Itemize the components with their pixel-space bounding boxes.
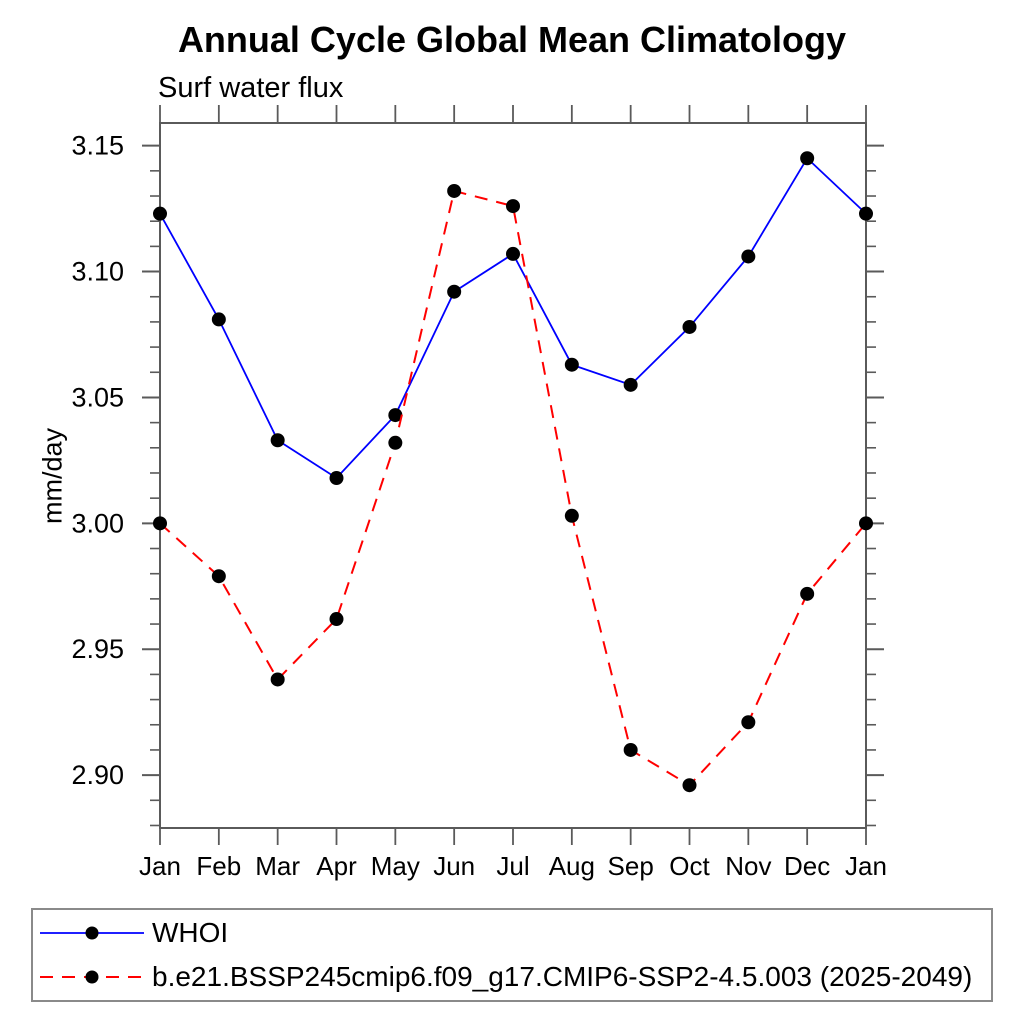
x-tick-label: Feb — [196, 851, 241, 881]
x-tick-label: Jan — [139, 851, 181, 881]
y-tick-label: 3.00 — [71, 508, 124, 538]
data-point — [329, 471, 344, 486]
legend: WHOI b.e21.BSSP245cmip6.f09_g17.CMIP6-SS… — [31, 908, 993, 1002]
data-point — [270, 433, 285, 448]
x-tick-label: May — [371, 851, 420, 881]
data-point — [506, 246, 520, 261]
y-tick-label: 2.90 — [71, 760, 124, 790]
x-tick-label: Dec — [784, 851, 830, 881]
x-tick-label: Sep — [608, 851, 654, 881]
legend-item-whoi: WHOI — [33, 911, 991, 955]
series-line-1 — [159, 189, 867, 787]
x-tick-label: Nov — [725, 851, 771, 881]
axes: 2.90 2.95 3.00 3.05 3.10 3.15 Jan Feb Mar Apr May J… — [71, 105, 887, 881]
data-point — [741, 249, 756, 264]
y-tick-label: 3.15 — [71, 131, 124, 161]
data-point — [329, 612, 344, 627]
data-point — [682, 319, 697, 334]
legend-line-solid-icon — [40, 926, 144, 940]
data-point — [859, 206, 873, 221]
data-point — [623, 742, 638, 757]
series-markers-1 — [153, 183, 873, 793]
x-tick-label: Jun — [433, 851, 475, 881]
y-tick-label: 3.10 — [71, 257, 124, 287]
data-point — [564, 508, 579, 523]
legend-item-model: b.e21.BSSP245cmip6.f09_g17.CMIP6-SSP2-4.… — [33, 955, 991, 999]
data-point — [153, 206, 167, 221]
series-markers-0 — [153, 151, 873, 486]
data-point — [388, 408, 403, 423]
data-point — [211, 569, 226, 584]
data-point — [153, 516, 167, 531]
data-point — [447, 183, 462, 198]
data-point — [800, 586, 815, 601]
data-point — [388, 435, 403, 450]
data-point — [859, 516, 873, 531]
data-point — [506, 199, 520, 214]
data-point — [800, 151, 815, 166]
x-tick-label: Apr — [316, 851, 357, 881]
x-tick-label: Oct — [669, 851, 710, 881]
plot-area: 2.90 2.95 3.00 3.05 3.10 3.15 Jan Feb Mar Apr May J… — [71, 105, 887, 881]
data-point — [682, 778, 697, 793]
legend-label-model: b.e21.BSSP245cmip6.f09_g17.CMIP6-SSP2-4.… — [152, 961, 973, 992]
data-point — [211, 312, 226, 327]
data-point — [623, 377, 638, 392]
y-tick-label: 2.95 — [71, 634, 124, 664]
x-tick-label: Aug — [549, 851, 595, 881]
y-tick-label: 3.05 — [71, 382, 124, 412]
legend-line-dashed-icon — [40, 970, 144, 984]
chart-title: Annual Cycle Global Mean Climatology — [177, 19, 847, 60]
x-tick-label: Jul — [496, 851, 529, 881]
data-point — [447, 284, 462, 299]
data-point — [564, 357, 579, 372]
x-tick-label: Jan — [845, 851, 887, 881]
data-point — [741, 715, 756, 730]
legend-label-whoi: WHOI — [152, 917, 229, 948]
data-point — [270, 672, 285, 687]
x-tick-label: Mar — [255, 851, 300, 881]
chart-subtitle: Surf water flux — [158, 72, 344, 104]
